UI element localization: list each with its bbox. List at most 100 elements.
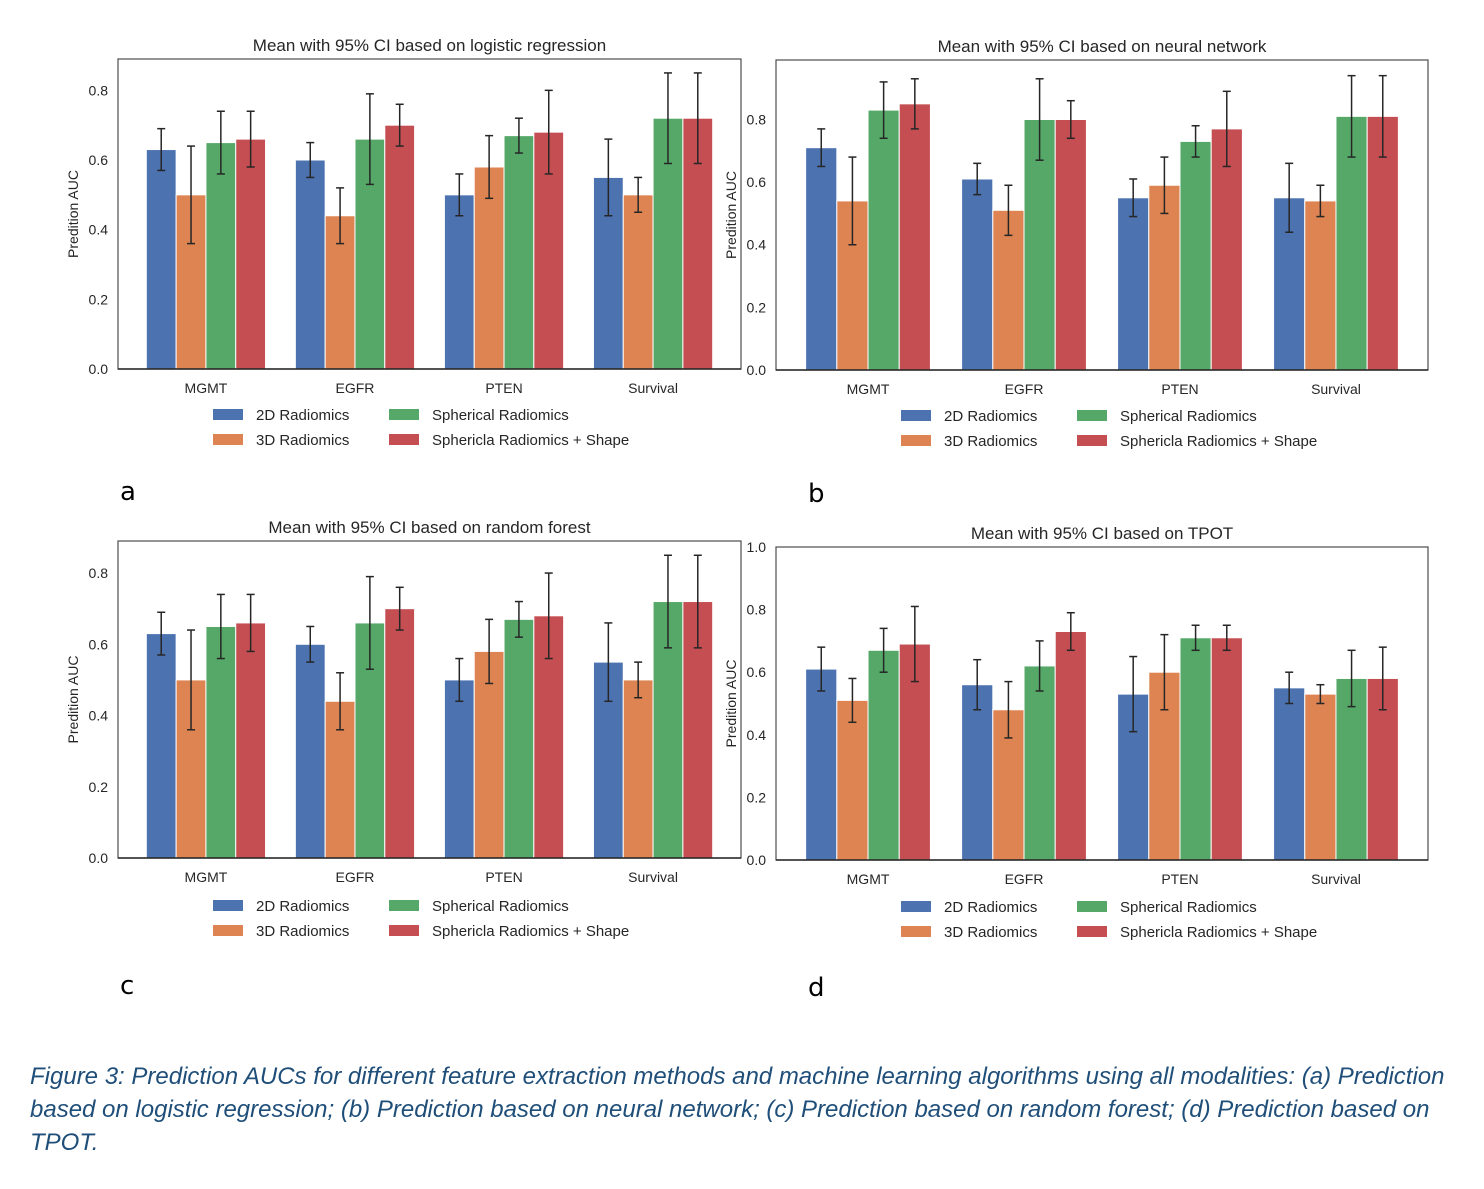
- x-tick-label: Survival: [628, 869, 678, 885]
- chart-title: Mean with 95% CI based on TPOT: [971, 524, 1233, 543]
- legend-label: 3D Radiomics: [944, 924, 1037, 941]
- error-bar: [514, 600, 523, 638]
- error-bar: [544, 572, 553, 660]
- error-bar: [604, 622, 613, 703]
- error-bar: [634, 176, 643, 214]
- y-tick-label: 0.4: [747, 727, 767, 743]
- bar-mgmt-series-1: [836, 699, 869, 861]
- error-bar: [848, 677, 857, 724]
- bar-mgmt-series-2: [867, 649, 900, 861]
- error-bar: [157, 611, 166, 656]
- error-bar: [187, 145, 196, 245]
- bar-egfr-series-0: [294, 159, 326, 370]
- error-bar: [514, 117, 523, 154]
- x-tick-label: MGMT: [185, 869, 228, 885]
- y-tick-label: 0.0: [89, 850, 109, 866]
- error-bar: [1066, 99, 1075, 140]
- error-bar: [1004, 680, 1013, 739]
- bar-mgmt-series-3: [235, 138, 267, 370]
- error-bar: [1191, 624, 1200, 652]
- bar-mgmt-series-0: [145, 633, 177, 859]
- error-bar: [1129, 655, 1138, 733]
- error-bar: [395, 103, 404, 147]
- error-bar: [663, 554, 672, 649]
- chart-title: Mean with 95% CI based on logistic regre…: [253, 36, 606, 55]
- bar-pten-series-2: [503, 618, 535, 859]
- error-bar: [848, 156, 857, 246]
- bar-pten-series-3: [1210, 637, 1243, 861]
- figure-caption: Figure 3: Prediction AUCs for different …: [30, 1063, 1445, 1156]
- chart-panel-d: Mean with 95% CI based on TPOT Predition …: [723, 524, 1429, 1003]
- error-bar: [1160, 633, 1169, 711]
- bar-mgmt-series-2: [205, 142, 237, 370]
- error-bar: [1066, 611, 1075, 652]
- error-bar: [879, 627, 888, 673]
- y-tick-label: 0.8: [747, 111, 767, 127]
- error-bar: [365, 575, 374, 670]
- chart-panel-c: Mean with 95% CI based on random forest P…: [65, 518, 742, 1001]
- error-bar: [1035, 640, 1044, 692]
- bar-pten-series-0: [1117, 197, 1150, 371]
- legend-label: Sphericla Radiomics + Shape: [432, 923, 629, 940]
- legend: 2D Radiomics 3D Radiomics Spherical Radiom…: [901, 899, 1317, 941]
- y-tick-label: 0.2: [89, 779, 109, 795]
- panel-label: d: [808, 973, 825, 1003]
- y-axis-label: Predition AUC: [65, 170, 81, 258]
- y-axis-label: Predition AUC: [65, 656, 81, 744]
- error-bar: [246, 110, 255, 168]
- bar-egfr-series-3: [384, 124, 416, 370]
- error-bar: [485, 618, 494, 685]
- y-tick-label: 0.0: [747, 362, 767, 378]
- bar-mgmt-series-0: [805, 668, 838, 861]
- x-tick-label: EGFR: [1005, 381, 1044, 397]
- bar-pten-series-2: [1179, 637, 1212, 861]
- y-tick-label: 1.0: [747, 539, 767, 555]
- error-bar: [879, 81, 888, 140]
- error-bar: [1378, 646, 1387, 711]
- bar-egfr-series-2: [1023, 118, 1056, 371]
- legend-swatch: [901, 901, 931, 912]
- bar-pten-series-3: [1210, 128, 1243, 371]
- bar-egfr-series-1: [992, 209, 1025, 371]
- y-tick-label: 0.6: [747, 174, 767, 190]
- error-bar: [216, 110, 225, 175]
- legend-swatch: [1077, 435, 1107, 446]
- legend-swatch: [213, 409, 243, 420]
- bar-mgmt-series-2: [205, 625, 237, 859]
- error-bar: [817, 646, 826, 692]
- error-bar: [157, 127, 166, 172]
- error-bar: [693, 554, 702, 649]
- error-bar: [455, 657, 464, 703]
- x-tick-label: EGFR: [336, 869, 375, 885]
- error-bar: [973, 658, 982, 711]
- y-tick-label: 0.6: [747, 664, 767, 680]
- error-bar: [336, 672, 345, 731]
- legend-label: Spherical Radiomics: [432, 407, 569, 424]
- x-tick-label: PTEN: [485, 380, 522, 396]
- legend: 2D Radiomics 3D Radiomics Spherical Radiom…: [213, 407, 629, 449]
- error-bar: [395, 586, 404, 631]
- legend-label: 3D Radiomics: [944, 433, 1037, 450]
- legend-swatch: [901, 926, 931, 937]
- error-bar: [187, 629, 196, 731]
- bar-egfr-series-3: [1054, 631, 1087, 861]
- y-tick-label: 0.4: [89, 708, 109, 724]
- bar-mgmt-series-3: [898, 103, 931, 371]
- y-tick-label: 0.8: [747, 602, 767, 618]
- error-bar: [246, 593, 255, 653]
- panel-label: a: [120, 477, 136, 507]
- chart-panel-b: Mean with 95% CI based on neural network…: [723, 37, 1429, 509]
- y-tick-label: 0.8: [89, 82, 109, 98]
- y-tick-label: 0.8: [89, 565, 109, 581]
- bar-egfr-series-3: [1054, 118, 1087, 371]
- x-tick-label: EGFR: [1005, 871, 1044, 887]
- bar-survival-series-1: [622, 679, 654, 859]
- error-bar: [336, 187, 345, 245]
- legend-swatch: [213, 434, 243, 445]
- legend-label: 2D Radiomics: [256, 898, 349, 915]
- bar-pten-series-1: [473, 166, 505, 370]
- legend-swatch: [389, 409, 419, 420]
- legend-label: Spherical Radiomics: [1120, 899, 1257, 916]
- legend-label: Spherical Radiomics: [432, 898, 569, 915]
